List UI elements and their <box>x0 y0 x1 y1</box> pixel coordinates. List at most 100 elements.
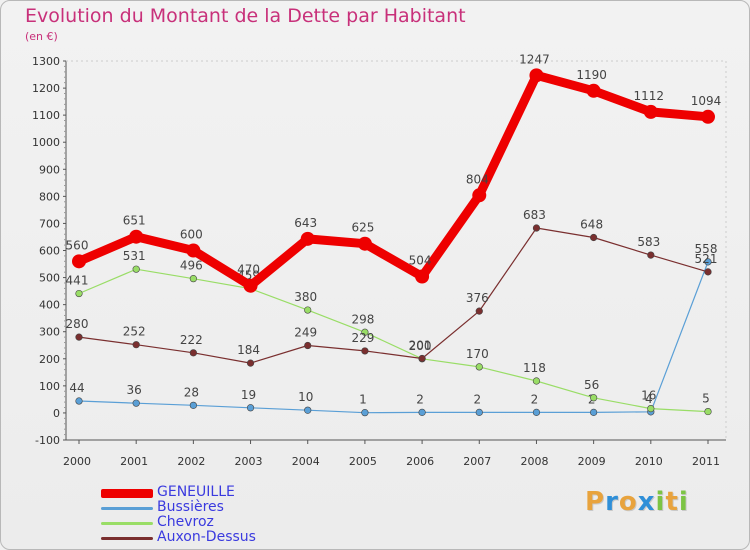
data-point <box>532 408 541 416</box>
legend-swatch <box>101 536 153 540</box>
logo-letter: t <box>665 487 679 517</box>
data-label: 10 <box>298 390 313 404</box>
data-label: 201 <box>409 339 432 353</box>
data-point <box>529 68 544 83</box>
data-label: 170 <box>466 347 489 361</box>
y-tick-label: 1000 <box>32 136 60 149</box>
data-point <box>189 275 197 283</box>
logo-letter: x <box>637 487 656 517</box>
y-tick-label: 500 <box>39 272 60 285</box>
data-label: 1190 <box>576 68 607 82</box>
series-line-geneuille <box>74 70 713 291</box>
data-label: 2 <box>416 392 424 406</box>
data-point <box>361 328 369 336</box>
series-line-bussières <box>78 261 709 414</box>
data-point <box>532 224 541 232</box>
data-point <box>704 268 712 276</box>
data-point <box>590 233 598 242</box>
data-point <box>304 406 312 414</box>
data-label: 4 <box>645 392 653 406</box>
data-label: 648 <box>580 218 603 232</box>
x-tick-label: 2011 <box>692 455 720 468</box>
y-tick-label: 400 <box>39 299 60 312</box>
legend-label: Chevroz <box>157 514 214 530</box>
data-label: 441 <box>66 274 89 288</box>
data-label: 28 <box>184 385 199 399</box>
data-label: 521 <box>695 252 718 266</box>
legend-swatch <box>101 506 153 510</box>
data-point <box>243 278 258 293</box>
data-point <box>189 349 197 357</box>
data-point <box>300 231 315 246</box>
data-label: 252 <box>123 325 146 339</box>
data-label: 651 <box>123 214 146 228</box>
data-label: 2 <box>531 392 539 406</box>
y-tick-label: 200 <box>39 353 60 366</box>
data-point <box>590 408 598 416</box>
data-label: 44 <box>69 381 84 395</box>
y-tick-label: 300 <box>39 326 60 339</box>
data-point <box>304 341 312 350</box>
y-tick-label: -100 <box>35 434 60 447</box>
data-label: 298 <box>351 312 374 326</box>
data-label: 249 <box>294 326 317 340</box>
y-tick-label: 0 <box>53 407 60 420</box>
logo-letter: i <box>655 487 666 517</box>
data-label: 504 <box>409 253 432 267</box>
x-tick-label: 2003 <box>235 455 263 468</box>
data-point <box>475 408 483 416</box>
data-label: 5 <box>702 392 710 406</box>
x-tick-label: 2009 <box>578 455 606 468</box>
data-point <box>704 407 712 416</box>
data-label: 36 <box>127 383 142 397</box>
data-point <box>475 363 483 371</box>
data-label: 1112 <box>634 89 665 103</box>
series-line-auxon-dessus <box>78 227 709 364</box>
data-label: 643 <box>294 216 317 230</box>
data-label: 1094 <box>691 94 722 108</box>
data-point <box>472 188 487 203</box>
data-label: 496 <box>180 259 203 273</box>
data-label: 380 <box>294 290 317 304</box>
data-point <box>304 306 312 314</box>
data-label: 280 <box>66 317 89 331</box>
data-label: 560 <box>66 238 89 252</box>
x-tick-label: 2004 <box>292 455 320 468</box>
data-label: 2 <box>473 392 481 406</box>
chart-title: Evolution du Montant de la Dette par Hab… <box>25 5 466 27</box>
data-label: 470 <box>237 263 260 277</box>
y-tick-label: 900 <box>39 163 60 176</box>
data-label: 558 <box>695 242 718 256</box>
data-point <box>701 109 715 124</box>
y-tick-label: 700 <box>39 217 60 230</box>
x-tick-label: 2002 <box>177 455 205 468</box>
data-point <box>132 341 140 349</box>
data-point <box>647 404 655 413</box>
data-label: 683 <box>523 208 546 222</box>
data-point <box>418 354 426 363</box>
legend-label: Bussières <box>157 499 224 515</box>
logo-letter: r <box>605 487 619 517</box>
y-tick-label: 1100 <box>32 109 60 122</box>
data-point <box>246 404 255 412</box>
data-point <box>189 401 197 409</box>
data-point <box>357 236 372 251</box>
data-label: 200 <box>409 339 432 353</box>
x-tick-label: 2001 <box>120 455 148 468</box>
x-tick-label: 2000 <box>63 455 91 468</box>
y-tick-label: 600 <box>39 245 60 258</box>
chart-subtitle: (en €) <box>25 30 58 43</box>
x-tick-label: 2010 <box>635 455 663 468</box>
data-point <box>647 251 655 259</box>
legend-swatch <box>101 521 153 525</box>
legend-swatch <box>101 488 153 498</box>
data-point <box>75 397 83 405</box>
data-label: 222 <box>180 333 203 347</box>
x-tick-label: 2005 <box>349 455 377 468</box>
y-tick-label: 800 <box>39 190 60 203</box>
logo-letter: i <box>678 487 689 517</box>
data-label: 1247 <box>519 52 550 66</box>
data-point <box>532 377 541 385</box>
